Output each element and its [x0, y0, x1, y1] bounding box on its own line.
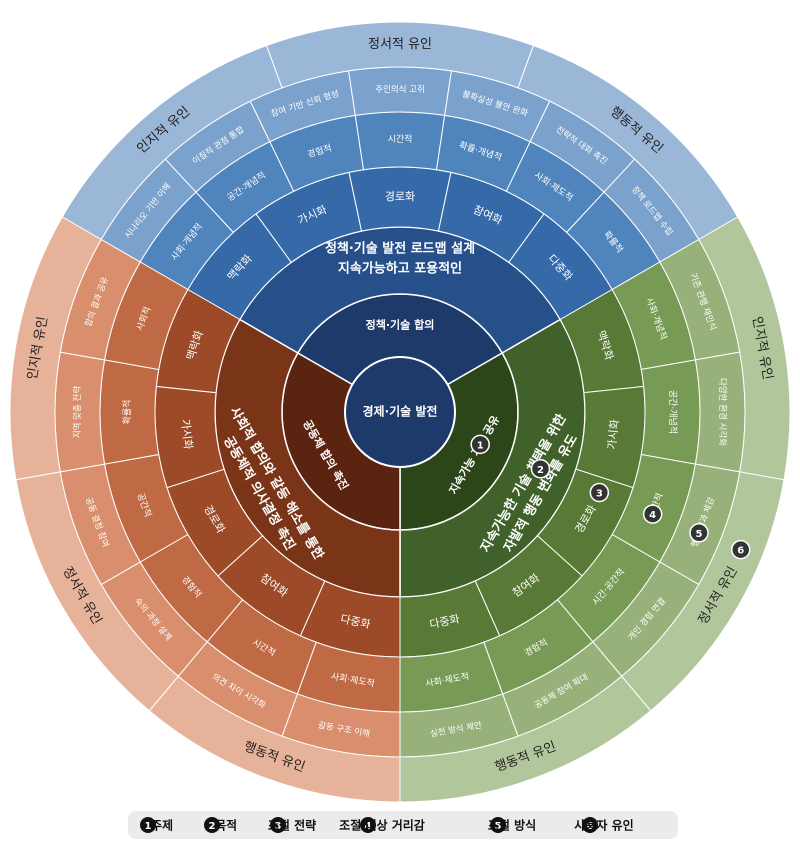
- legend-number: 2: [209, 821, 216, 832]
- marker: [642, 504, 663, 524]
- legend-number: 1: [145, 821, 152, 832]
- strategy: 경로화: [385, 190, 415, 203]
- strategy: 가시화: [179, 419, 195, 451]
- marker: [730, 539, 751, 560]
- marker: [689, 523, 709, 543]
- legend-number: 4: [365, 821, 372, 832]
- legend-dot: [360, 817, 376, 833]
- marker-number: 6: [737, 546, 744, 557]
- center-circle: [344, 356, 456, 468]
- legend-label: 조절 전략: [268, 818, 316, 833]
- legend-dot: [490, 817, 506, 833]
- legend-label: 목적: [215, 818, 237, 833]
- marker: [470, 434, 490, 455]
- strategy: 다중화: [428, 612, 460, 631]
- legend-dot: [270, 817, 286, 833]
- legend-dot: [204, 817, 220, 833]
- distance: 확률적: [121, 400, 133, 425]
- distance: 시간적: [388, 133, 413, 145]
- theme: 지속가능하고 포용적인: [338, 261, 462, 277]
- legend-label: 사용자 유인: [574, 818, 633, 833]
- legend-box: [128, 811, 678, 839]
- marker-number: 2: [537, 465, 544, 476]
- legend-number: 6: [587, 821, 594, 832]
- legend-dot: [582, 817, 598, 833]
- marker-number: 1: [477, 440, 484, 451]
- strategy: 다중화: [339, 612, 371, 631]
- legend-label: 조절 대상 거리감: [339, 818, 425, 833]
- center-label: 경제·기술 발전: [363, 404, 438, 419]
- strategy: 가시화: [605, 419, 621, 451]
- marker-number: 3: [596, 489, 603, 500]
- method: 다양한 환경 시각화: [717, 378, 728, 446]
- legend-label: 조절 방식: [488, 818, 536, 833]
- marker-number: 4: [649, 510, 656, 521]
- distance: 공간·개념적: [667, 390, 679, 434]
- marker: [589, 482, 610, 503]
- marker-number: 5: [696, 529, 703, 540]
- method: 지역 맞춤 전략: [72, 386, 83, 439]
- legend-dot: [140, 817, 156, 833]
- purpose: 정책·기술 합의: [366, 318, 435, 332]
- method: 주인의식 고취: [375, 84, 425, 95]
- theme: 정책·기술 발전 로드맵 설계: [325, 241, 475, 257]
- legend-number: 5: [495, 821, 502, 832]
- factor-cell: [9, 216, 102, 481]
- legend-label: 주제: [151, 819, 173, 833]
- legend-number: 3: [275, 821, 282, 832]
- marker: [530, 459, 551, 479]
- factor: 정서적 유인: [368, 37, 432, 52]
